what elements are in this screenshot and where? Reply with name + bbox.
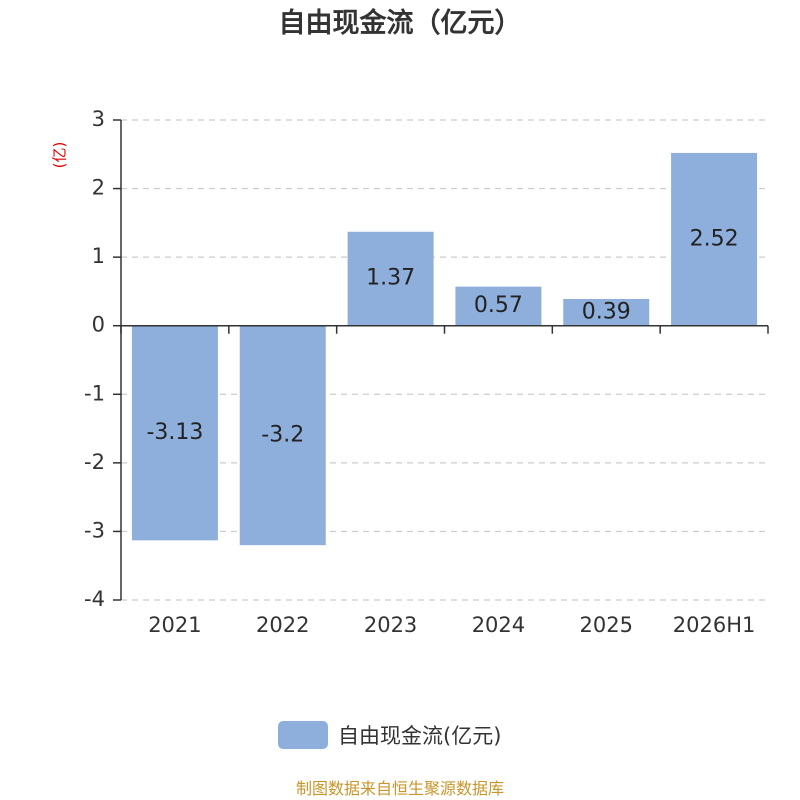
data-label-2025: 0.39 — [582, 299, 631, 324]
x-tick-label: 2021 — [148, 613, 201, 637]
legend[interactable]: 自由现金流(亿元) — [278, 720, 501, 750]
y-tick-label: 2 — [92, 176, 105, 200]
data-label-2021: -3.13 — [146, 420, 203, 445]
bar-2023[interactable] — [347, 231, 434, 326]
y-axis-unit-label: (亿) — [51, 142, 69, 169]
bar-2022[interactable] — [239, 325, 326, 546]
x-tick-label: 2025 — [580, 613, 633, 637]
bar-2021[interactable] — [131, 325, 218, 541]
x-tick-label: 2026H1 — [673, 613, 756, 637]
y-tick-label: -4 — [84, 587, 105, 611]
data-label-2024: 0.57 — [474, 293, 523, 318]
y-tick-label: -1 — [84, 381, 105, 405]
source-footer: 制图数据来自恒生聚源数据库 — [295, 779, 504, 798]
x-tick-label: 2022 — [256, 613, 309, 637]
grid-lines — [121, 119, 768, 601]
x-tick-label: 2023 — [364, 613, 417, 637]
y-tick-label: -3 — [84, 518, 105, 542]
data-label-2026h1: 2.52 — [690, 226, 739, 251]
bars — [131, 152, 758, 546]
bar-2026h1[interactable] — [671, 152, 758, 326]
chart-title: 自由现金流（亿元） — [278, 8, 522, 39]
legend-label: 自由现金流(亿元) — [338, 724, 502, 748]
y-tick-label: 1 — [92, 244, 105, 268]
y-tick-label: 0 — [92, 313, 105, 337]
data-labels: -3.13 -3.2 1.37 0.57 0.39 2.52 — [146, 226, 738, 447]
y-tick-label: -2 — [84, 450, 105, 474]
y-tick-label: 3 — [92, 107, 105, 131]
legend-swatch — [278, 721, 328, 749]
axes: 3 2 1 0 -1 -2 -3 -4 2021 2022 2023 2024 2025 2026H1 — [84, 107, 769, 637]
data-label-2023: 1.37 — [366, 266, 415, 291]
data-label-2022: -3.2 — [261, 422, 304, 447]
x-tick-label: 2024 — [472, 613, 525, 637]
bar-2024[interactable] — [455, 286, 542, 326]
bar-2025[interactable] — [563, 298, 650, 326]
